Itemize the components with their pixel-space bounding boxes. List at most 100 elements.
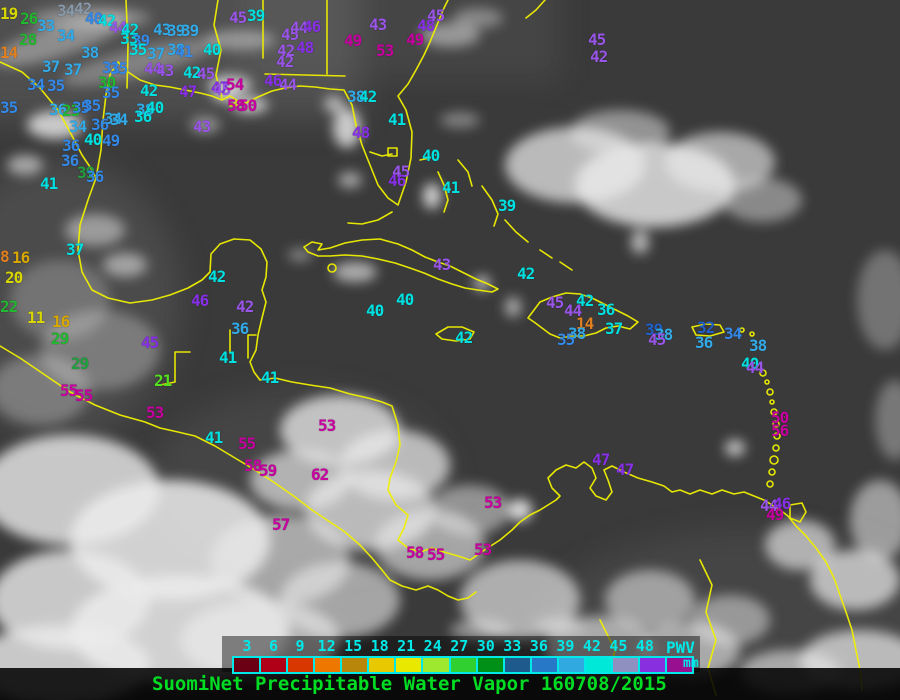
colorbar-segment xyxy=(286,658,314,672)
station-pwv-value: 39 xyxy=(498,196,516,215)
colorbar-segment xyxy=(340,658,368,672)
station-pwv-value: 42 xyxy=(576,291,594,310)
station-pwv-value: 58 xyxy=(244,456,262,475)
colorbar-segment xyxy=(583,658,611,672)
station-pwv-value: 37 xyxy=(64,60,82,79)
colorbar-tick-label: 45 xyxy=(609,637,628,655)
station-pwv-value: 48 xyxy=(417,16,435,35)
station-pwv-value: 54 xyxy=(226,75,244,94)
station-pwv-value: 40 xyxy=(85,9,103,28)
coastlines xyxy=(0,0,863,696)
station-pwv-value: 41 xyxy=(205,428,223,447)
station-pwv-value: 53 xyxy=(146,403,164,422)
station-pwv-value: 30 xyxy=(98,73,116,92)
station-pwv-value: 44 xyxy=(564,301,582,320)
colorbar-segment xyxy=(259,658,287,672)
station-pwv-value: 36 xyxy=(86,167,104,186)
station-pwv-value: 40 xyxy=(422,146,440,165)
station-pwv-value: 42 xyxy=(183,63,201,82)
colorbar-segment xyxy=(502,658,530,672)
colorbar-tick-row: 3 6 9 12 15 18 21 24 27 30 33 36 39 42 45 48 xyxy=(0,639,900,654)
colorbar-tick-label: 39 xyxy=(556,637,575,655)
station-pwv-value: 45 xyxy=(213,80,231,99)
station-pwv-value: 42 xyxy=(140,81,158,100)
station-pwv-value: 45 xyxy=(141,333,159,352)
station-pwv-value: 41 xyxy=(40,174,58,193)
station-pwv-value: 44 xyxy=(144,59,162,78)
station-pwv-value: 35 xyxy=(110,59,128,78)
station-pwv-value: 36 xyxy=(49,100,67,119)
station-pwv-value: 44 xyxy=(746,358,764,377)
station-pwv-value: 42 xyxy=(208,267,226,286)
station-pwv-value: 38 xyxy=(347,87,365,106)
station-pwv-value: 35 xyxy=(102,83,120,102)
station-pwv-value: 45 xyxy=(588,30,606,49)
station-pwv-value: 34 xyxy=(110,110,128,129)
station-pwv-value: 42 xyxy=(121,20,139,39)
station-pwv-value: 34 xyxy=(27,75,45,94)
station-pwv-value: 31 xyxy=(102,58,120,77)
colorbar-segment xyxy=(394,658,422,672)
station-pwv-value: 26 xyxy=(20,9,38,28)
station-pwv-value: 46 xyxy=(388,171,406,190)
station-pwv-value: 53 xyxy=(474,540,492,559)
station-pwv-value: 46 xyxy=(303,17,321,36)
colorbar xyxy=(232,656,694,674)
station-pwv-value: 36 xyxy=(91,115,109,134)
station-pwv-value: 37 xyxy=(147,44,165,63)
station-pwv-value: 46 xyxy=(264,71,282,90)
station-pwv-value: 40 xyxy=(741,354,759,373)
station-pwv-value: 40 xyxy=(396,290,414,309)
station-pwv-value: 42 xyxy=(98,11,116,30)
station-pwv-value: 38 xyxy=(81,43,99,62)
map-title: SuomiNet Precipitable Water Vapor 160708… xyxy=(152,673,667,695)
station-pwv-value: 35 xyxy=(0,98,18,117)
station-pwv-value: 41 xyxy=(261,368,279,387)
station-pwv-value: 35 xyxy=(83,96,101,115)
station-pwv-value: 34 xyxy=(69,117,87,136)
station-pwv-value: 45 xyxy=(281,25,299,44)
station-pwv-value: 42 xyxy=(236,297,254,316)
station-pwv-value: 33 xyxy=(120,29,138,48)
station-pwv-value: 48 xyxy=(352,123,370,142)
colorbar-tick-label: 42 xyxy=(582,637,601,655)
colorbar-tick-label: 6 xyxy=(269,637,279,655)
station-pwv-value: 29 xyxy=(51,329,69,348)
station-pwv-value: 34 xyxy=(724,324,742,343)
station-pwv-value: 8 xyxy=(0,247,10,266)
station-pwv-value: 39 xyxy=(132,31,150,50)
station-pwv-value: 49 xyxy=(102,131,120,150)
station-pwv-value: 40 xyxy=(146,98,164,117)
colorbar-tick-label: 21 xyxy=(397,637,416,655)
station-pwv-value: 49 xyxy=(766,505,784,524)
station-pwv-value: 47 xyxy=(179,82,197,101)
station-pwv-value: 36 xyxy=(134,107,152,126)
station-pwv-value: 49 xyxy=(344,31,362,50)
station-pwv-value: 41 xyxy=(175,42,193,61)
station-pwv-value: 22 xyxy=(0,297,18,316)
station-pwv-value: 43 xyxy=(153,20,171,39)
colorbar-segment xyxy=(313,658,341,672)
station-pwv-value: 45 xyxy=(427,6,445,25)
station-pwv-value: 14 xyxy=(0,43,18,62)
station-pwv-value: 44 xyxy=(279,75,297,94)
station-pwv-value: 38 xyxy=(655,325,673,344)
colorbar-tick-label: 18 xyxy=(370,637,389,655)
station-pwv-value: 11 xyxy=(27,308,45,327)
station-pwv-value: 20 xyxy=(5,268,23,287)
station-pwv-value: 55 xyxy=(75,386,93,405)
station-pwv-value: 42 xyxy=(359,87,377,106)
station-pwv-value: 44 xyxy=(290,18,308,37)
station-pwv-value: 23 xyxy=(62,101,80,120)
station-pwv-value: 49 xyxy=(406,30,424,49)
station-pwv-value: 43 xyxy=(193,117,211,136)
station-pwv-value: 55 xyxy=(427,545,445,564)
station-pwv-value: 53 xyxy=(484,493,502,512)
station-pwv-value: 35 xyxy=(557,330,575,349)
station-pwv-value: 45 xyxy=(546,293,564,312)
colorbar-tick-label: 30 xyxy=(476,637,495,655)
station-pwv-value: 50 xyxy=(239,96,257,115)
